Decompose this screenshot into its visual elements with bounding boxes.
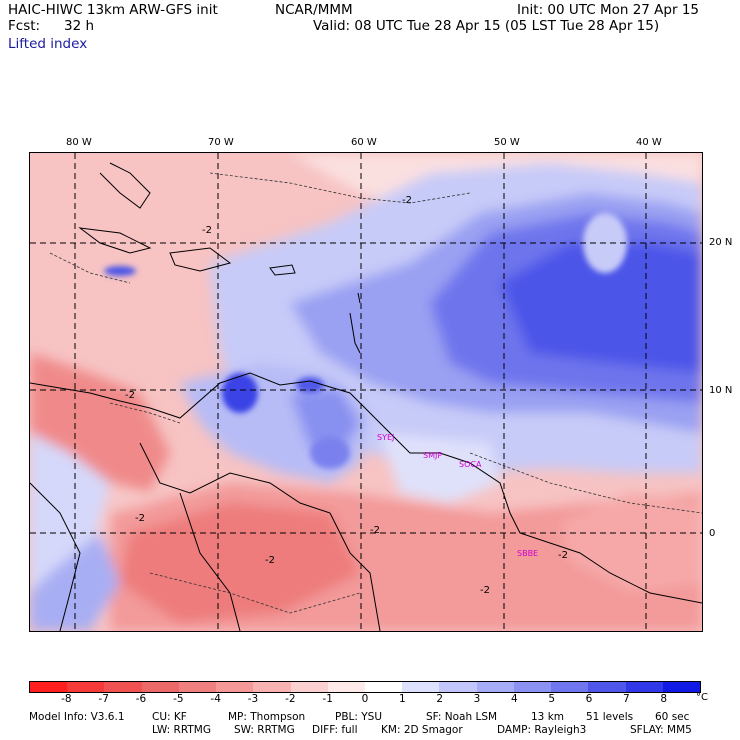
- lat-label-0: 0: [709, 528, 716, 539]
- contour-label: -2: [370, 525, 380, 536]
- footer-sf: SF: Noah LSM: [426, 711, 498, 723]
- colorbar-label: -8: [61, 693, 72, 705]
- lon-label-80w: 80 W: [66, 137, 92, 148]
- footer-timestep: 60 sec: [655, 711, 690, 723]
- colorbar-label: -2: [285, 693, 296, 705]
- colorbar-swatch: [625, 682, 663, 692]
- org-label: NCAR/MMM: [275, 2, 353, 18]
- colorbar-label: 6: [585, 693, 593, 705]
- colorbar-swatch: [104, 682, 142, 692]
- colorbar-label: 0: [361, 693, 369, 705]
- colorbar-swatch: [178, 682, 217, 692]
- forecast-hour: 32 h: [64, 18, 95, 34]
- colorbar-swatch: [290, 682, 328, 692]
- station-label: SBBE: [517, 549, 539, 558]
- colorbar-swatch: [30, 682, 68, 692]
- contour-label: -2: [402, 195, 412, 206]
- footer-model-info: Model Info: V3.6.1: [29, 711, 125, 723]
- colorbar-unit: °C: [696, 692, 708, 703]
- footer-lw: LW: RRTMG: [152, 724, 211, 736]
- colorbar-label: 4: [510, 693, 518, 705]
- contour-label: -2: [480, 585, 490, 596]
- contour-label: -2: [558, 550, 568, 561]
- map-panel: -2 -2 -2 -2 -2 -2 -2 -2 SYEJ SMJP SOCA S…: [29, 152, 703, 632]
- lat-label-10n: 10 N: [709, 385, 733, 396]
- lon-label-40w: 40 W: [636, 137, 662, 148]
- valid-time: Valid: 08 UTC Tue 28 Apr 15 (05 LST Tue …: [313, 18, 660, 34]
- colorbar-label: -1: [322, 693, 333, 705]
- lon-label-60w: 60 W: [351, 137, 377, 148]
- colorbar-swatch: [662, 682, 700, 692]
- graticule: [30, 153, 702, 631]
- colorbar-label: 2: [436, 693, 443, 705]
- colorbar-swatch: [67, 682, 105, 692]
- colorbar-label: 1: [398, 693, 406, 705]
- init-time: Init: 00 UTC Mon 27 Apr 15: [517, 2, 699, 18]
- colorbar-swatch: [439, 682, 477, 692]
- colorbar: [29, 681, 701, 693]
- colorbar-label: 3: [473, 693, 481, 705]
- contour-label: -2: [125, 390, 135, 401]
- colorbar-swatch: [141, 682, 179, 692]
- footer-sflay: SFLAY: MM5: [630, 724, 692, 736]
- station-label: SMJP: [423, 451, 443, 460]
- colorbar-label: -4: [210, 693, 221, 705]
- footer-levels: 51 levels: [586, 711, 634, 723]
- colorbar-label: -3: [247, 693, 259, 705]
- forecast-label: Fcst:: [8, 18, 41, 34]
- footer-mp: MP: Thompson: [228, 711, 306, 723]
- lon-label-50w: 50 W: [494, 137, 520, 148]
- colorbar-swatch: [327, 682, 365, 692]
- colorbar-label: 7: [622, 693, 630, 705]
- colorbar-swatch: [364, 682, 403, 692]
- lon-label-70w: 70 W: [208, 137, 234, 148]
- contour-label: -2: [202, 225, 212, 236]
- colorbar-swatch: [216, 682, 254, 692]
- colorbar-label: 8: [660, 693, 667, 705]
- colorbar-swatch: [588, 682, 626, 692]
- colorbar-label: -6: [135, 693, 147, 705]
- colorbar-swatch: [551, 682, 589, 692]
- contour-label: -2: [265, 555, 275, 566]
- station-label: SYEJ: [377, 433, 395, 442]
- footer-diff: DIFF: full: [312, 724, 358, 736]
- footer-km: KM: 2D Smagor: [381, 724, 463, 736]
- colorbar-swatch: [253, 682, 291, 692]
- footer-damp: DAMP: Rayleigh3: [497, 724, 587, 736]
- lat-label-20n: 20 N: [709, 237, 733, 248]
- colorbar-swatch: [476, 682, 514, 692]
- footer-pbl: PBL: YSU: [335, 711, 383, 723]
- colorbar-label: 5: [548, 693, 555, 705]
- model-title: HAIC-HIWC 13km ARW-GFS init: [8, 2, 218, 18]
- colorbar-label: -5: [173, 693, 184, 705]
- colorbar-swatch: [402, 682, 440, 692]
- contour-minus2: [49, 172, 702, 614]
- colorbar-swatch: [513, 682, 552, 692]
- contour-label: -2: [135, 513, 145, 524]
- station-label: SOCA: [459, 460, 482, 469]
- footer-resolution: 13 km: [531, 711, 565, 723]
- colorbar-label: -7: [98, 693, 109, 705]
- field-name: Lifted index: [8, 36, 88, 52]
- lifted-index-field: -2 -2 -2 -2 -2 -2 -2 -2: [30, 153, 702, 631]
- footer-cu: CU: KF: [152, 711, 187, 723]
- footer-sw: SW: RRTMG: [234, 724, 295, 736]
